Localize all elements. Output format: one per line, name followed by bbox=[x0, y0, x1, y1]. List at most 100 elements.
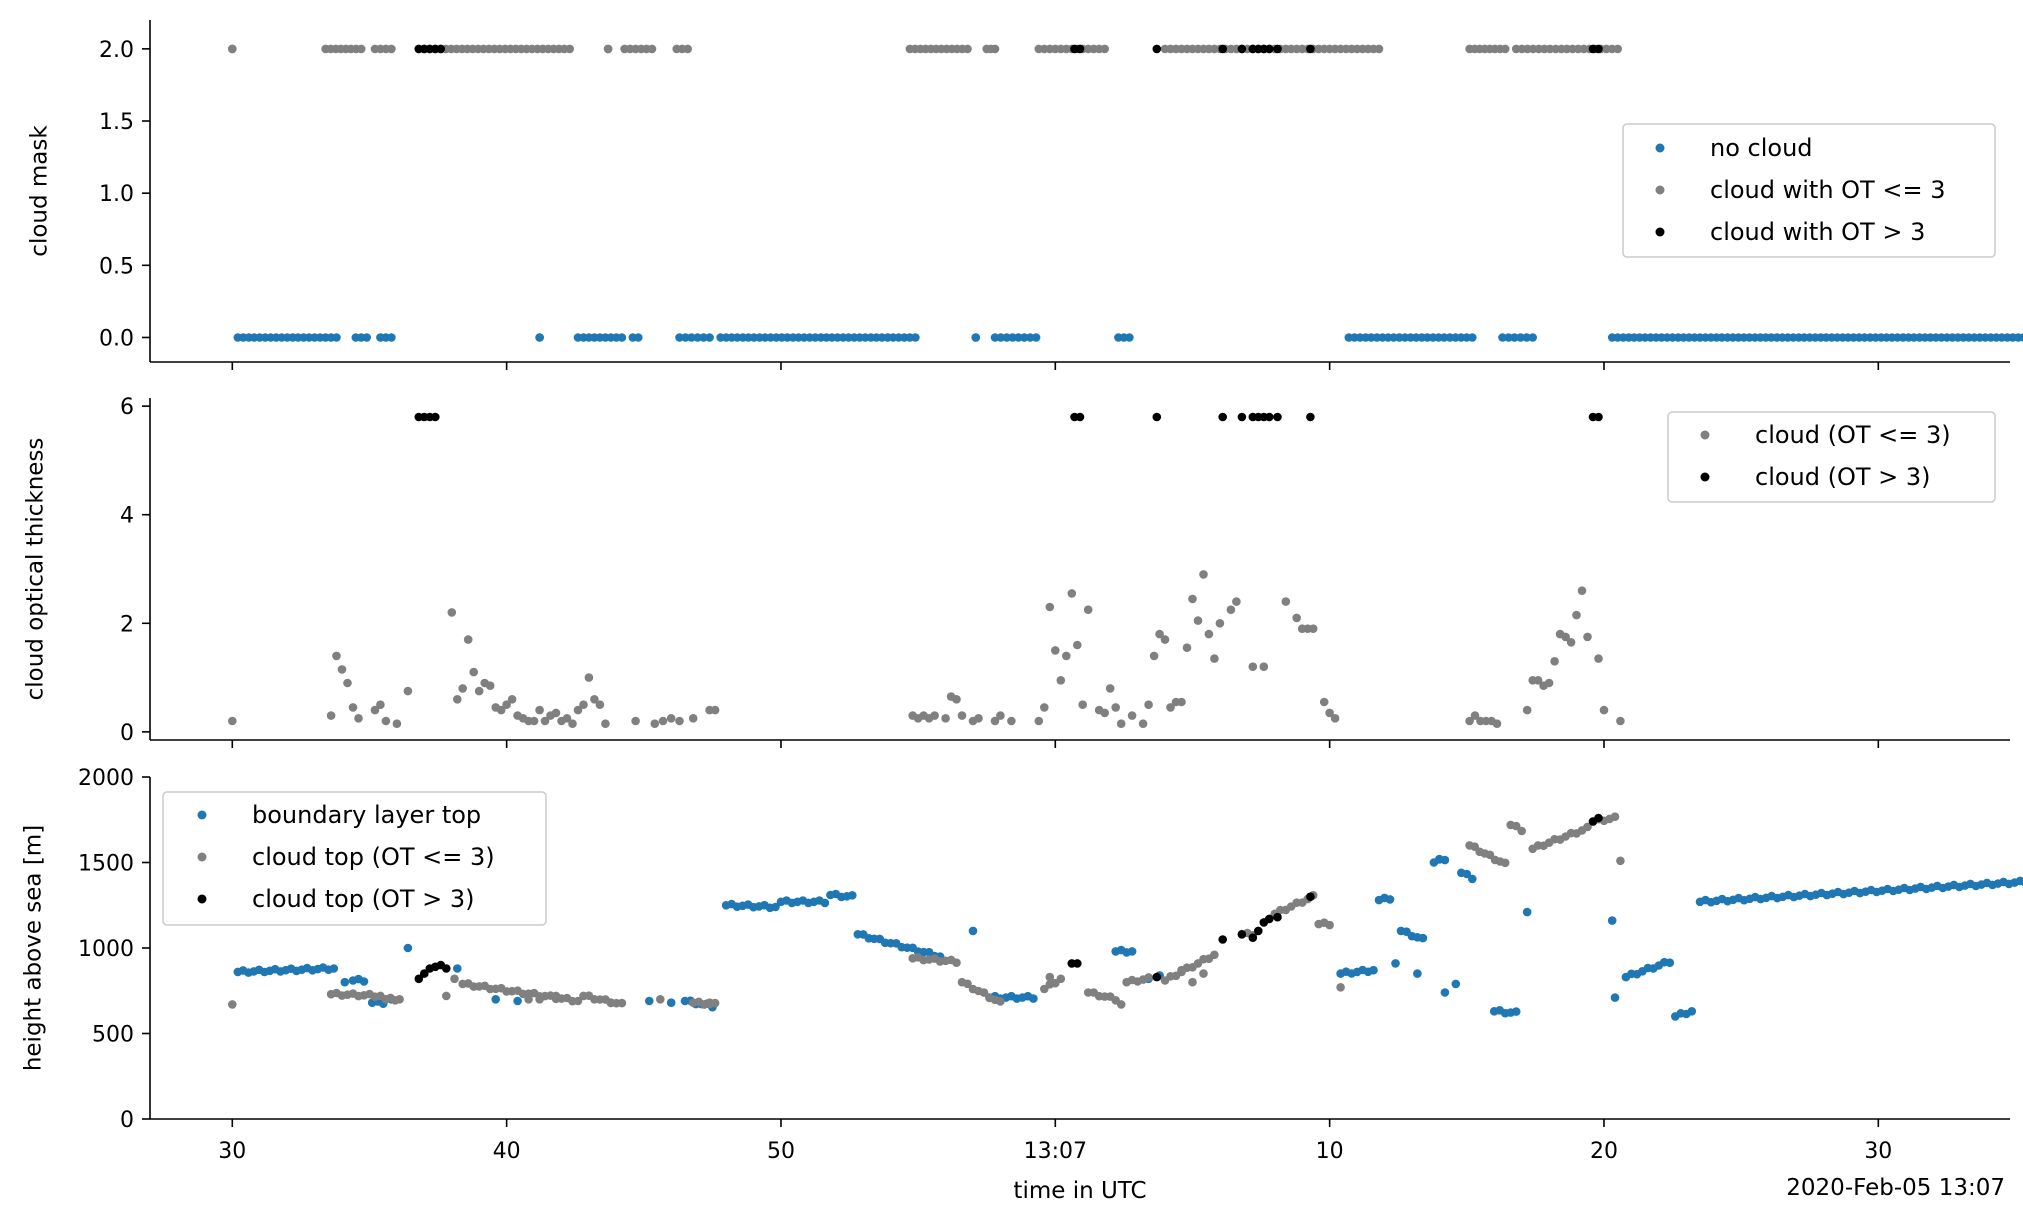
cloud-ot-3-point bbox=[952, 695, 961, 704]
cloud-ot-3-point bbox=[1599, 705, 1609, 715]
cloud-ot-3-point bbox=[573, 705, 583, 715]
boundary-layer-top-point bbox=[340, 977, 350, 987]
y-tick-label: 0.0 bbox=[99, 326, 134, 351]
cloud-with-ot-3-point bbox=[990, 44, 1000, 54]
cloud-top-ot-3-point bbox=[1511, 821, 1521, 831]
cloud-ot-3-point bbox=[1067, 589, 1077, 598]
legend-label-cloud-ot-le-3: cloud with OT <= 3 bbox=[1710, 176, 1945, 204]
height-legend: boundary layer top cloud top (OT <= 3) c… bbox=[162, 791, 547, 926]
cloud-mask-x-ticks bbox=[231, 362, 1880, 370]
cloud-ot-3-point bbox=[1232, 597, 1241, 606]
cloud-ot-3-point bbox=[1544, 678, 1554, 688]
y-tick-label: 0.5 bbox=[99, 254, 134, 279]
boundary-layer-top-point bbox=[1511, 1007, 1521, 1016]
cloud-ot-3-point bbox=[332, 651, 341, 661]
cloud-ot-3-point bbox=[1325, 708, 1334, 718]
boundary-layer-top-point bbox=[1610, 993, 1620, 1002]
cloud-ot-3-point bbox=[579, 700, 588, 709]
cloud-top-ot-3-point bbox=[1325, 920, 1334, 930]
cloud-top-ot-3-point bbox=[551, 991, 561, 1001]
cloud-ot-3-point bbox=[1470, 711, 1480, 720]
cloud-top-ot-3-point bbox=[1144, 973, 1153, 982]
cloud-ot-3-point bbox=[1492, 719, 1502, 728]
boundary-layer-top-point bbox=[1435, 854, 1444, 864]
no-cloud-point bbox=[1498, 333, 1507, 342]
cloud-ot-3-point bbox=[1073, 640, 1082, 650]
cloud-ot-3-point bbox=[370, 705, 380, 715]
cloud-ot-3-point bbox=[326, 711, 336, 720]
boundary-layer-top-point bbox=[1029, 994, 1038, 1003]
cloud-ot-3-point bbox=[666, 714, 676, 723]
cloud-top-ot-3-point bbox=[1116, 1000, 1126, 1009]
legend-marker-cloud-ot-le-3 bbox=[1655, 185, 1665, 195]
cloud-top-ot-3-point bbox=[1610, 812, 1620, 821]
cloud-ot-3-point bbox=[1144, 700, 1153, 709]
cloud-ot-3-point bbox=[1226, 605, 1236, 614]
no-cloud-point bbox=[1528, 333, 1537, 342]
no-cloud-point bbox=[971, 333, 981, 342]
cloud-mask-y-ticks: 0.0 0.5 1.0 1.5 2.0 bbox=[99, 38, 150, 351]
cloud-ot-3-point bbox=[1292, 613, 1301, 623]
cloud-ot-3-point bbox=[1306, 412, 1315, 422]
x-tick-label: 40 bbox=[493, 1139, 521, 1164]
cloud-top-ot-3-point bbox=[1199, 969, 1208, 978]
cloud-ot-3-point bbox=[1040, 703, 1049, 712]
cloud-top-ot-3-point bbox=[996, 997, 1005, 1006]
cloud-ot-3-point bbox=[1105, 684, 1115, 693]
optical-thickness-x-ticks bbox=[231, 740, 1880, 748]
x-axis-label: time in UTC bbox=[1013, 1178, 1146, 1204]
cloud-ot-3-point bbox=[447, 608, 457, 617]
cloud-top-ot-3-point bbox=[414, 974, 424, 984]
cloud-ot-3-point bbox=[1188, 594, 1197, 604]
cloud-top-ot-3-point bbox=[442, 964, 451, 973]
cloud-ot-3-point bbox=[474, 686, 484, 696]
cloud-top-ot-3-point bbox=[1306, 892, 1315, 901]
cloud-ot-3-point bbox=[392, 719, 402, 728]
no-cloud-point bbox=[705, 333, 714, 342]
cloud-ot-3-point bbox=[469, 667, 479, 677]
cloud-ot-3-point bbox=[403, 686, 413, 696]
cloud-ot-3-point bbox=[1177, 697, 1186, 707]
cloud-with-ot-3-point bbox=[1265, 44, 1274, 54]
boundary-layer-top-point bbox=[1391, 959, 1400, 968]
no-cloud-point bbox=[1002, 333, 1011, 342]
y-tick-label: 2000 bbox=[78, 766, 134, 791]
cloud-top-ot-3-point bbox=[656, 995, 665, 1004]
cloud-ot-3-point bbox=[535, 705, 544, 715]
boundary-layer-top-point bbox=[453, 964, 462, 973]
cloud-mask-axes bbox=[149, 20, 2010, 363]
cloud-ot-3-point bbox=[590, 695, 599, 704]
cloud-top-ot-3-point bbox=[395, 995, 404, 1004]
no-cloud-point bbox=[1516, 333, 1525, 342]
no-cloud-point bbox=[1504, 333, 1513, 342]
cloud-ot-3-point bbox=[1237, 412, 1247, 422]
boundary-layer-top-point bbox=[1451, 979, 1461, 989]
cloud-top-ot-3-point bbox=[1273, 912, 1282, 922]
cloud-ot-3-point bbox=[540, 716, 550, 726]
cloud-top-ot-3-point bbox=[573, 996, 583, 1006]
cloud-mask-points bbox=[228, 44, 2023, 342]
no-cloud-point bbox=[693, 333, 702, 342]
cloud-ot-3-point bbox=[381, 716, 391, 726]
no-cloud-point bbox=[1031, 333, 1041, 342]
no-cloud-point bbox=[332, 333, 341, 342]
cloud-top-ot-3-point bbox=[705, 998, 714, 1007]
boundary-layer-top-point bbox=[1127, 947, 1137, 956]
no-cloud-point bbox=[699, 333, 708, 342]
boundary-layer-top-point bbox=[359, 977, 369, 986]
boundary-layer-top-point bbox=[645, 996, 654, 1006]
cloud-ot-3-point bbox=[1100, 708, 1109, 718]
boundary-layer-top-point bbox=[1440, 988, 1450, 997]
cloud-ot-3-point bbox=[1550, 657, 1559, 666]
cloud-top-ot-3-point bbox=[450, 974, 459, 984]
cloud-ot-3-point bbox=[1160, 635, 1170, 644]
cloud-ot-3-point bbox=[601, 719, 610, 728]
cloud-with-ot-3-point bbox=[1100, 44, 1109, 54]
cloud-top-ot-3-point bbox=[1248, 933, 1258, 942]
x-tick-label: 50 bbox=[767, 1139, 795, 1164]
no-cloud-point bbox=[1522, 333, 1531, 342]
cloud-ot-3-point bbox=[996, 711, 1005, 720]
no-cloud-point bbox=[1025, 333, 1035, 342]
boundary-layer-top-point bbox=[771, 902, 780, 912]
cloud-top-ot-3-point bbox=[1500, 858, 1510, 868]
